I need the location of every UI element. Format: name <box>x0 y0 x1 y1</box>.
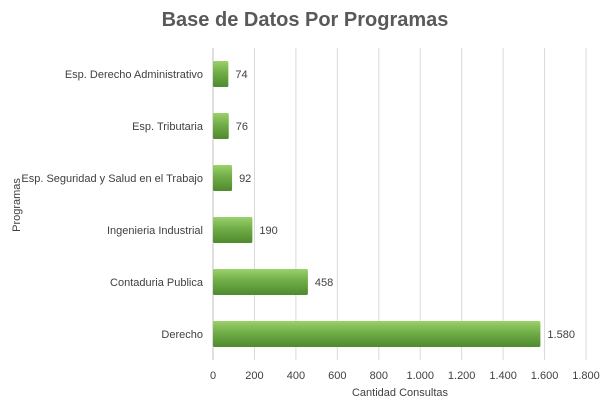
category-label: Esp. Tributaria <box>132 121 204 133</box>
x-tick-label: 400 <box>287 370 305 382</box>
grid-lines <box>212 48 587 360</box>
data-label: 76 <box>236 121 248 133</box>
x-tick-label: 0 <box>210 370 216 382</box>
chart-title: Base de Datos Por Programas <box>162 9 449 31</box>
bar <box>213 61 229 87</box>
category-labels: Esp. Derecho Administrativo Esp. Tributar… <box>21 69 204 341</box>
x-tick-label: 800 <box>370 370 388 382</box>
category-label: Esp. Derecho Administrativo <box>65 69 203 81</box>
bars <box>213 61 541 347</box>
bar <box>213 217 253 243</box>
x-tick-label: 1.600 <box>531 370 559 382</box>
x-tick-label: 1.000 <box>406 370 434 382</box>
bar <box>213 165 233 191</box>
category-label: Contaduria Publica <box>110 277 204 289</box>
bar <box>213 113 229 139</box>
x-tick-label: 600 <box>328 370 346 382</box>
data-label: 92 <box>239 173 251 185</box>
data-labels: 74 76 92 190 458 1.580 <box>235 69 575 341</box>
x-tick-label: 1.200 <box>448 370 476 382</box>
data-label: 1.580 <box>547 329 575 341</box>
x-tick-label: 1.800 <box>572 370 600 382</box>
x-tick-label: 200 <box>245 370 263 382</box>
x-axis-title: Cantidad Consultas <box>352 387 449 399</box>
y-axis-title: Programas <box>11 178 23 232</box>
category-label: Esp. Seguridad y Salud en el Trabajo <box>21 173 203 185</box>
data-label: 458 <box>315 277 333 289</box>
bar <box>213 269 308 295</box>
bar <box>213 321 541 347</box>
x-tick-labels: 0 200 400 600 800 1.000 1.200 1.400 1.600 1.800 <box>210 370 600 382</box>
category-label: Ingenieria Industrial <box>107 225 203 237</box>
category-label: Derecho <box>161 329 203 341</box>
data-label: 74 <box>235 69 247 81</box>
data-label: 190 <box>259 225 277 237</box>
x-tick-label: 1.400 <box>489 370 517 382</box>
